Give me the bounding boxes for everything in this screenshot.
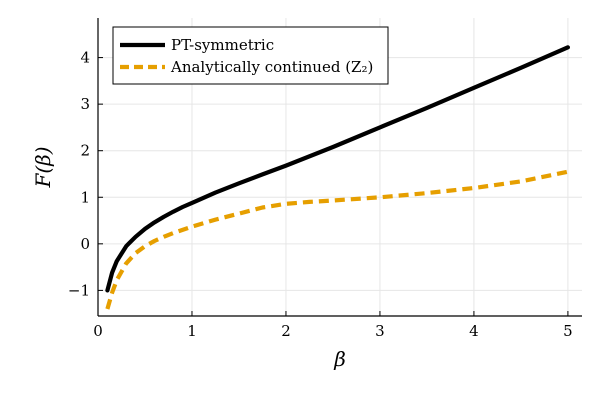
x-tick-label-5: 5: [563, 322, 573, 340]
x-tick-label-3: 3: [375, 322, 385, 340]
series-group: [105, 45, 571, 310]
x-tick-label-2: 2: [281, 322, 291, 340]
y-ticks: −1 0 1 2 3 4: [68, 49, 103, 299]
y-tick-label-4: 3: [80, 95, 90, 113]
x-tick-label-0: 0: [93, 322, 103, 340]
y-tick-label-0: −1: [68, 281, 90, 299]
x-axis-label: β: [333, 347, 346, 371]
y-tick-label-3: 2: [80, 142, 90, 160]
y-axis-label: F(β): [31, 146, 55, 188]
y-tick-label-5: 4: [80, 49, 90, 67]
axes: [97, 18, 582, 317]
legend: PT-symmetric Analytically continued (Z₂): [112, 26, 389, 85]
legend-label-analytically-continued: Analytically continued (Z₂): [170, 58, 373, 76]
x-ticks: 0 1 2 3 4 5: [93, 311, 573, 340]
legend-box: [112, 26, 389, 85]
x-tick-label-1: 1: [187, 322, 197, 340]
y-tick-label-2: 1: [80, 188, 90, 206]
y-tick-label-1: 0: [80, 235, 90, 253]
legend-label-pt-symmetric: PT-symmetric: [171, 36, 274, 54]
series-line-1: [105, 169, 569, 310]
x-tick-label-4: 4: [469, 322, 479, 340]
series-line-0: [105, 45, 571, 293]
